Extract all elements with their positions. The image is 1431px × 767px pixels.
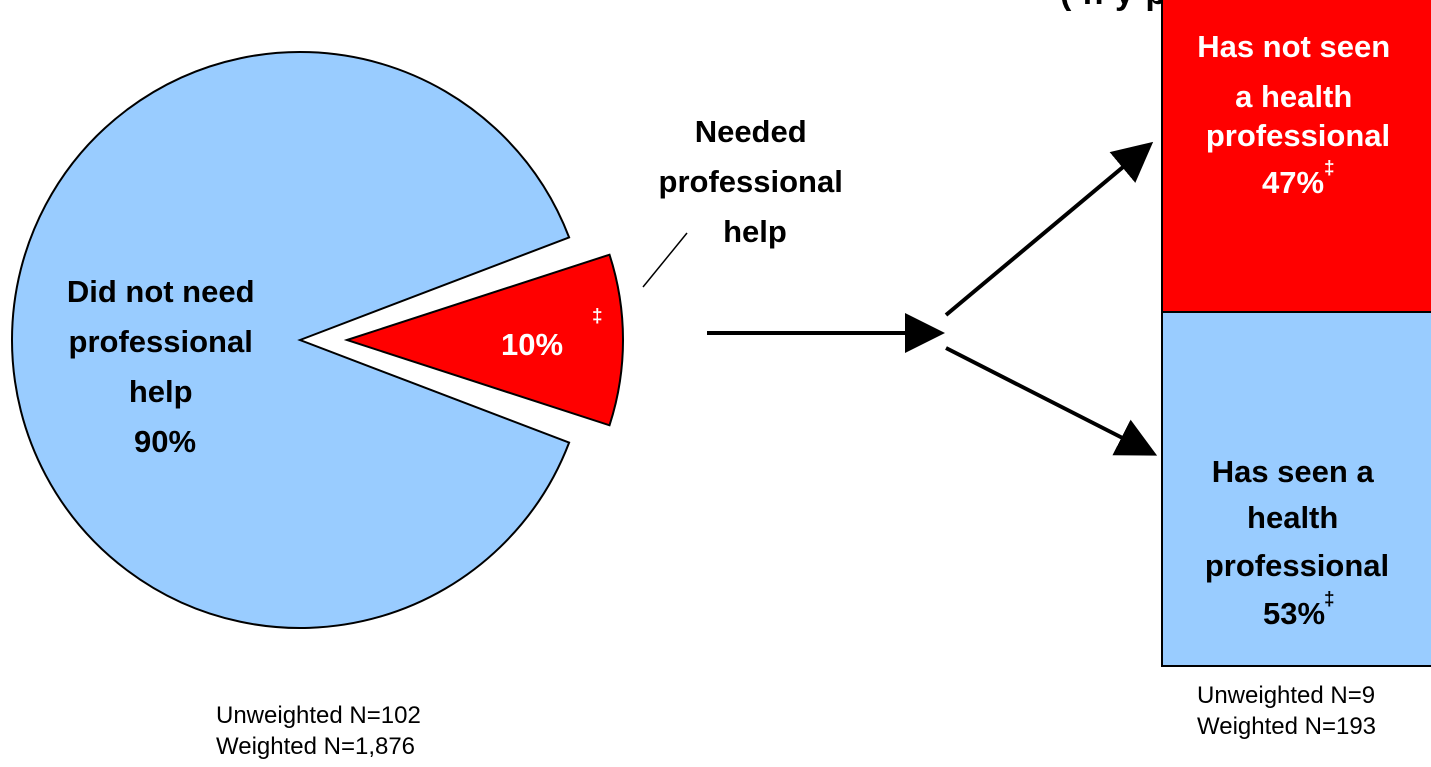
pie-main-label-line: professional bbox=[69, 324, 253, 359]
bar-footnote-unweighted: Unweighted N=9 bbox=[1197, 682, 1376, 709]
pie-callout-line: professional bbox=[659, 164, 843, 199]
pie-footnote-weighted: Weighted N=1,876 bbox=[216, 733, 416, 760]
pie-slice-did-not-need bbox=[10, 51, 571, 629]
bar-segment-not-seen bbox=[1161, 0, 1431, 313]
arrow-down-right bbox=[945, 346, 1158, 456]
pie-callout-line: help bbox=[723, 214, 787, 249]
bar-top-label-line: professional bbox=[1206, 118, 1390, 153]
stacked-bar: Has not seen a health professional 47% ‡… bbox=[1161, 0, 1431, 667]
arrow-up-right bbox=[944, 141, 1154, 317]
pie-main-label-line: help bbox=[129, 374, 193, 409]
bar-top-marker: ‡ bbox=[1324, 158, 1335, 179]
bar-segment-seen bbox=[1161, 311, 1431, 667]
bar-bottom-label: Has seen a health professional bbox=[1205, 454, 1389, 583]
pie-main-value: 90% bbox=[134, 424, 196, 459]
bar-bottom-label-line: health bbox=[1247, 500, 1338, 535]
pie-slice-needed bbox=[343, 253, 624, 427]
pie-footnote: Unweighted N=102 Weighted N=1,876 bbox=[216, 700, 421, 762]
callout-leader-line bbox=[642, 232, 688, 288]
pie-slice-value: 10% bbox=[501, 327, 563, 362]
pie-callout-line: Needed bbox=[695, 114, 807, 149]
bar-bottom-marker: ‡ bbox=[1324, 589, 1335, 610]
bar-bottom-value: 53% bbox=[1263, 596, 1325, 631]
pie-footnote-unweighted: Unweighted N=102 bbox=[216, 702, 421, 729]
bar-bottom-label-line: professional bbox=[1205, 548, 1389, 583]
bar-top-label: Has not seen a health professional bbox=[1197, 29, 1399, 153]
bar-top-value: 47% bbox=[1262, 165, 1324, 200]
bar-bottom-label-line: Has seen a bbox=[1212, 454, 1375, 489]
pie-callout-label: Needed professional help bbox=[659, 114, 852, 249]
pie-chart: Did not need professional help 90% 10% ‡… bbox=[10, 51, 852, 629]
pie-main-label: Did not need professional help 90% bbox=[67, 274, 263, 459]
bar-top-label-line: Has not seen bbox=[1197, 29, 1390, 64]
flow-arrows bbox=[707, 141, 1158, 456]
pie-main-label-line: Did not need bbox=[67, 274, 255, 309]
bar-footnote-weighted: Weighted N=193 bbox=[1197, 713, 1377, 740]
pie-slice-marker: ‡ bbox=[592, 306, 603, 327]
bar-top-label-line: a health bbox=[1235, 79, 1352, 114]
top-clipped-title: ( n y p ) bbox=[1060, 0, 1431, 13]
bar-footnote: Unweighted N=9 Weighted N=193 bbox=[1197, 680, 1376, 742]
